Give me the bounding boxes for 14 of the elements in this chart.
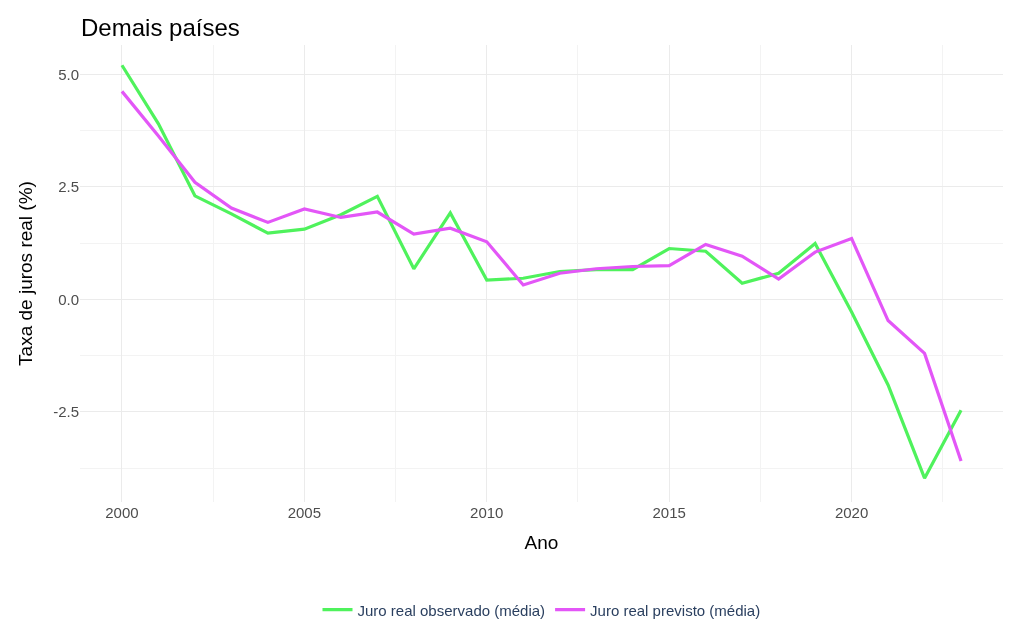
x-tick-label: 2005 — [287, 504, 322, 521]
x-axis-title: Ano — [524, 531, 559, 553]
y-tick-label: 2.5 — [58, 178, 79, 196]
chart-title: Demais países — [81, 13, 240, 41]
x-tick-label: 2000 — [105, 504, 139, 521]
y-tick-label: 0.0 — [58, 290, 79, 308]
legend-label: Juro real previsto (média) — [590, 601, 761, 619]
x-tick-label: 2020 — [834, 504, 869, 521]
legend-label: Juro real observado (média) — [357, 601, 546, 619]
y-axis-title: Taxa de juros real (%) — [14, 181, 36, 366]
y-tick-label: -2.5 — [53, 403, 79, 421]
y-tick-label: 5.0 — [58, 65, 79, 83]
x-tick-label: 2015 — [652, 504, 686, 521]
x-tick-label: 2010 — [470, 504, 504, 521]
